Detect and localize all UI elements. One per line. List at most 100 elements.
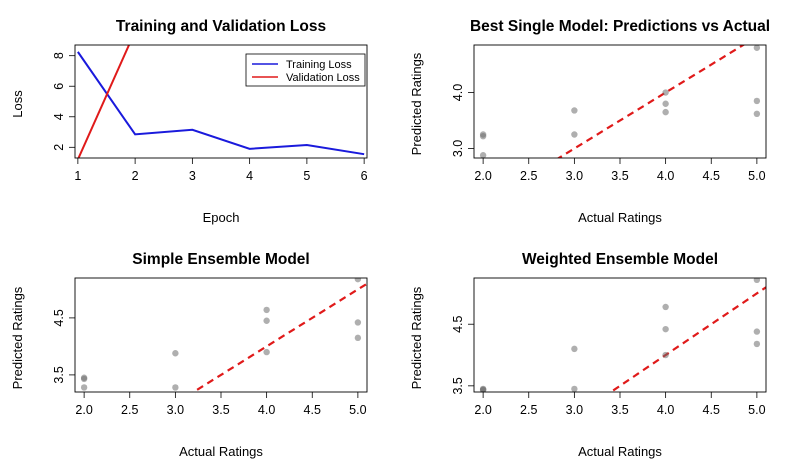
panel-weighted-ensemble: Weighted Ensemble Model Actual Ratings P… <box>409 251 767 459</box>
data-point <box>263 348 270 356</box>
data-point <box>662 351 669 359</box>
x-tick-label: 6 <box>361 169 368 183</box>
x-axis-label: Epoch <box>203 210 240 225</box>
x-tick-label: 1 <box>74 169 81 183</box>
y-axis-label: Predicted Ratings <box>409 52 424 155</box>
panel-simple-ensemble: Simple Ensemble Model Actual Ratings Pre… <box>10 251 368 459</box>
y-tick-label: 6 <box>52 83 66 90</box>
plot-frame <box>473 44 767 159</box>
x-tick-label: 4.0 <box>258 403 275 417</box>
plot-frame <box>74 44 368 159</box>
data-point <box>571 131 578 138</box>
panel-title: Simple Ensemble Model <box>132 251 309 268</box>
y-tick-label: 3.5 <box>52 366 66 383</box>
data-point <box>354 278 362 283</box>
y-tick-label: 4 <box>52 113 66 120</box>
x-axis-label: Actual Ratings <box>578 210 662 225</box>
data-point <box>662 100 669 107</box>
legend: Training Loss Validation Loss <box>245 53 366 87</box>
x-tick-label: 3.0 <box>566 403 583 417</box>
y-tick-label: 3.5 <box>451 377 465 394</box>
plot-marks <box>80 278 367 392</box>
data-point <box>354 334 362 342</box>
x-tick-label: 2.5 <box>520 169 537 183</box>
x-tick-label: 4.5 <box>304 403 321 417</box>
data-point <box>662 303 669 311</box>
x-tick-label: 2.0 <box>75 403 92 417</box>
data-point <box>753 97 761 105</box>
data-point <box>80 375 88 383</box>
x-tick-label: 4 <box>246 169 253 183</box>
x-tick-label: 2.5 <box>520 403 537 417</box>
data-point <box>571 107 578 114</box>
data-point <box>263 306 270 314</box>
x-tick-label: 3.0 <box>566 169 583 183</box>
series-line-training-loss <box>77 51 365 156</box>
data-point <box>263 317 270 324</box>
x-tick-label: 3.0 <box>167 403 184 417</box>
plot-marks <box>479 278 766 392</box>
data-point <box>479 152 487 158</box>
data-point <box>753 278 761 284</box>
plot-marks <box>77 45 365 158</box>
data-point <box>479 386 487 392</box>
data-point <box>571 345 578 353</box>
x-tick-label: 2.0 <box>474 403 491 417</box>
data-point <box>662 325 669 333</box>
y-tick-label: 2 <box>52 144 66 151</box>
reference-line <box>556 45 746 158</box>
reference-line <box>191 282 367 392</box>
plot-area: 2.0 2.5 3.0 3.5 4.0 4.5 5.0 3.5 4.5 <box>451 277 767 417</box>
x-tick-label: 5.0 <box>748 403 765 417</box>
x-tick-label: 5.0 <box>748 169 765 183</box>
x-tick-label: 3.5 <box>212 403 229 417</box>
y-tick-label: 8 <box>52 52 66 59</box>
panel-title: Training and Validation Loss <box>116 18 326 35</box>
legend-box <box>245 53 366 87</box>
plot-frame <box>473 277 767 393</box>
plot-area: 1 2 3 4 5 6 2 4 6 8 <box>52 44 368 183</box>
x-tick-label: 2.0 <box>474 169 491 183</box>
legend-label-training: Training Loss <box>286 59 352 71</box>
data-point <box>662 89 669 96</box>
data-point <box>80 384 88 391</box>
x-tick-label: 4.0 <box>657 403 674 417</box>
data-point <box>354 319 362 326</box>
plot-area: 2.0 2.5 3.0 3.5 4.0 4.5 5.0 3.5 4.5 <box>52 277 368 417</box>
x-tick-label: 5 <box>303 169 310 183</box>
data-point <box>753 340 761 348</box>
series-line-validation-loss <box>77 45 131 158</box>
x-tick-label: 4.0 <box>657 169 674 183</box>
y-axis-label: Predicted Ratings <box>409 286 424 389</box>
y-tick-label: 4.5 <box>52 309 66 326</box>
reference-line <box>608 286 766 392</box>
y-axis-label: Predicted Ratings <box>10 286 25 389</box>
plot-frame <box>74 277 368 393</box>
x-tick-label: 4.5 <box>703 169 720 183</box>
x-tick-label: 3.5 <box>611 169 628 183</box>
data-point <box>753 110 761 118</box>
y-tick-label: 4.5 <box>451 315 465 332</box>
panel-best-single-model: Best Single Model: Predictions vs Actual… <box>409 18 770 225</box>
plot-area: 2.0 2.5 3.0 3.5 4.0 4.5 5.0 3.0 4.0 <box>451 44 767 183</box>
legend-label-validation: Validation Loss <box>286 72 360 84</box>
data-point <box>479 132 487 140</box>
data-point <box>662 108 669 116</box>
y-tick-label: 4.0 <box>451 84 465 101</box>
x-axis-label: Actual Ratings <box>179 444 263 459</box>
panel-loss: Training and Validation Loss Epoch Loss … <box>10 18 368 225</box>
plot-marks <box>479 45 761 158</box>
data-point <box>753 45 761 51</box>
x-tick-label: 3.5 <box>611 403 628 417</box>
data-point <box>753 328 761 335</box>
y-tick-label: 3.0 <box>451 140 465 157</box>
x-tick-label: 2.5 <box>121 403 138 417</box>
x-tick-label: 5.0 <box>349 403 366 417</box>
x-tick-label: 3 <box>189 169 196 183</box>
panel-title: Weighted Ensemble Model <box>522 251 718 268</box>
data-point <box>172 384 179 391</box>
y-axis-label: Loss <box>10 90 25 118</box>
x-tick-label: 2 <box>132 169 139 183</box>
x-axis-label: Actual Ratings <box>578 444 662 459</box>
